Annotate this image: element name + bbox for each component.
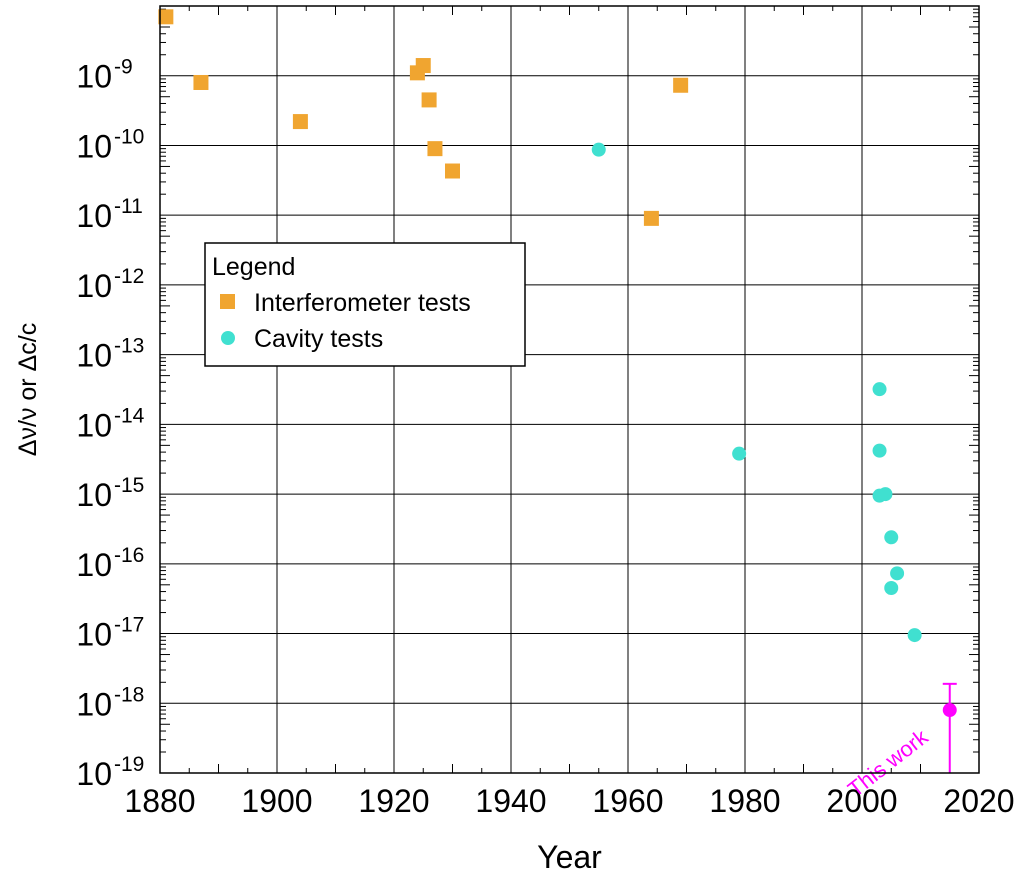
data-markers — [158, 9, 957, 773]
y-tick-label: 10 -12 — [76, 265, 144, 304]
y-tick-label: 10 -14 — [76, 404, 144, 443]
x-tick-label: 1940 — [475, 783, 546, 819]
y-tick-label: 10 -10 — [76, 125, 144, 164]
y-tick-base: 10 — [76, 268, 112, 304]
y-tick-base: 10 — [76, 477, 112, 513]
y-tick-exponent: -11 — [114, 195, 143, 218]
interferometer-point — [445, 163, 460, 179]
legend-marker-interferometer — [220, 294, 235, 309]
x-tick-label: 1920 — [358, 783, 429, 819]
legend-marker-cavity — [221, 331, 235, 345]
x-tick-label: 1900 — [241, 783, 312, 819]
y-tick-exponent: -13 — [114, 335, 144, 358]
legend-title: Legend — [212, 253, 295, 281]
cavity-point — [884, 530, 899, 545]
cavity-point — [907, 628, 922, 643]
y-tick-base: 10 — [76, 686, 112, 722]
plot-frame — [159, 5, 980, 774]
x-tick-label: 1980 — [709, 783, 780, 819]
x-tick-label: 1960 — [592, 783, 663, 819]
cavity-point — [591, 142, 606, 157]
cavity-point — [872, 443, 887, 458]
y-tick-exponent: -16 — [114, 544, 144, 567]
y-tick-label: 10 -19 — [76, 753, 144, 792]
cavity-point — [878, 487, 893, 502]
legend-box — [204, 242, 526, 367]
y-tick-exponent: -15 — [114, 474, 144, 497]
x-tick-labels: 1880 1900 1920 1940 1960 1980 2000 2020 — [124, 783, 1014, 819]
y-tick-label: 10 -9 — [76, 56, 132, 95]
y-tick-exponent: -10 — [114, 125, 144, 148]
y-tick-base: 10 — [76, 338, 112, 374]
y-tick-base: 10 — [76, 128, 112, 164]
interferometer-point — [673, 77, 689, 93]
y-tick-base: 10 — [76, 407, 112, 443]
x-tick-label: 2000 — [826, 783, 897, 819]
y-tick-base: 10 — [76, 59, 112, 95]
y-tick-label: 10 -13 — [76, 335, 144, 374]
x-axis-title: Year — [537, 839, 602, 875]
legend-label-interferometer: Interferometer tests — [254, 289, 471, 317]
cavity-point — [732, 446, 747, 461]
y-tick-label: 10 -18 — [76, 683, 144, 722]
y-tick-exponent: -17 — [114, 614, 144, 637]
this-work-point — [942, 703, 957, 718]
y-tick-exponent: -19 — [114, 753, 144, 776]
y-tick-label: 10 -15 — [76, 474, 144, 513]
y-tick-exponent: -18 — [114, 683, 144, 706]
y-tick-label: 10 -16 — [76, 544, 144, 583]
y-tick-label: 10 -11 — [76, 195, 142, 234]
interferometer-point — [421, 92, 437, 108]
cavity-point — [884, 580, 899, 595]
x-tick-label: 2020 — [943, 783, 1014, 819]
interferometer-point — [292, 114, 308, 130]
interferometer-point — [427, 141, 443, 157]
interferometer-point — [643, 210, 659, 226]
interferometer-point — [193, 74, 209, 90]
y-tick-base: 10 — [76, 198, 112, 234]
y-tick-exponent: -9 — [114, 56, 133, 79]
y-tick-exponent: -14 — [114, 404, 145, 427]
y-axis-title: Δν/ν or Δc/c — [14, 323, 42, 456]
y-tick-base: 10 — [76, 617, 112, 653]
cavity-point — [872, 382, 887, 397]
y-tick-label: 10 -17 — [76, 614, 144, 653]
grid — [160, 6, 979, 773]
legend-label-cavity: Cavity tests — [254, 325, 383, 353]
cavity-point — [890, 566, 905, 581]
y-tick-base: 10 — [76, 547, 112, 583]
x-tick-label: 1880 — [124, 783, 195, 819]
interferometer-point — [415, 58, 431, 74]
minor-ticks — [160, 6, 979, 773]
y-tick-base: 10 — [76, 756, 112, 792]
y-tick-exponent: -12 — [114, 265, 144, 288]
interferometer-point — [158, 9, 174, 25]
legend: Legend Interferometer tests Cavity tests — [204, 242, 526, 367]
